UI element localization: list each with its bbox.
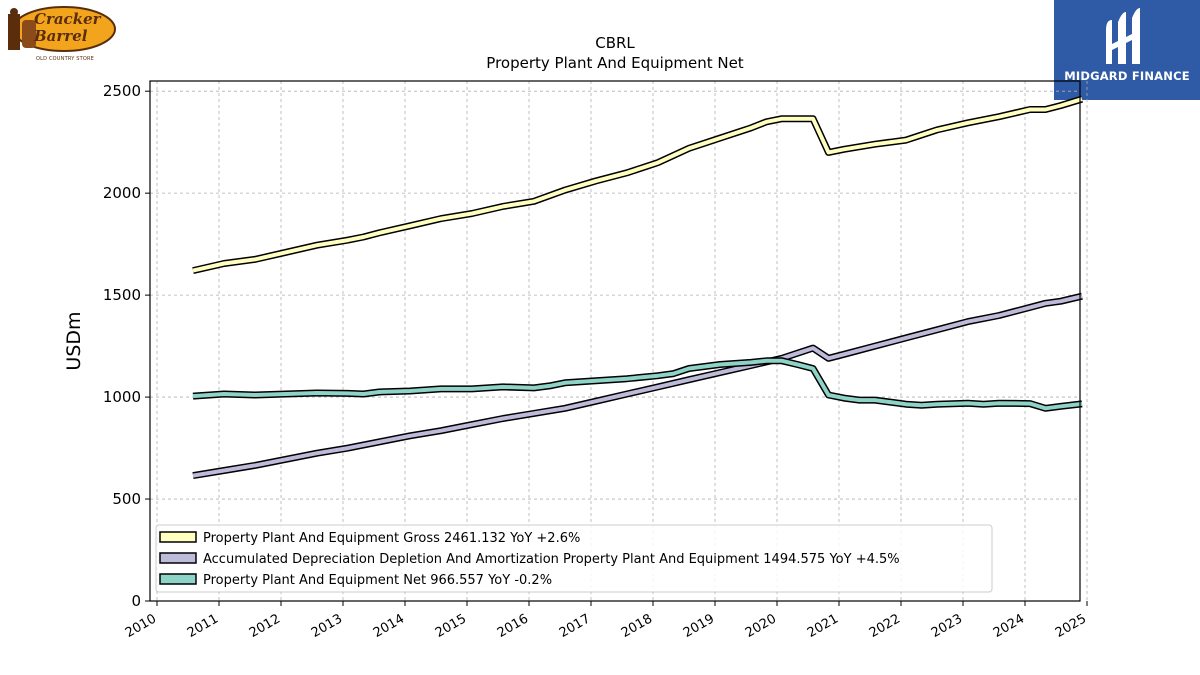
- x-tick-label: 2015: [433, 611, 469, 641]
- series-line-1: [192, 294, 1083, 478]
- legend: Property Plant And Equipment Gross 2461.…: [155, 524, 993, 593]
- x-tick-label: 2021: [805, 611, 841, 641]
- series-line-0: [192, 97, 1083, 273]
- y-tick-label: 2500: [103, 82, 141, 100]
- y-tick-label: 500: [112, 490, 141, 508]
- x-tick-label: 2017: [557, 611, 593, 641]
- x-tick-label: 2014: [371, 611, 407, 641]
- x-tick-label: 2019: [681, 611, 717, 641]
- x-tick-label: 2011: [185, 611, 221, 641]
- y-tick-label: 0: [131, 592, 141, 610]
- x-tick-label: 2013: [309, 611, 345, 641]
- x-tick-label: 2018: [619, 611, 655, 641]
- x-axis-ticks: 2010 2011 2012 2013 2014 2015 2016 2017 2018 2019…: [123, 601, 1089, 641]
- x-tick-label: 2023: [929, 611, 965, 641]
- midgard-finance-wordmark: MIDGARD FINANCE: [1064, 69, 1190, 83]
- cracker-barrel-badge-icon: [8, 6, 116, 52]
- x-tick-label: 2010: [123, 611, 159, 641]
- legend-swatch-0: [159, 531, 197, 543]
- x-tick-label: 2020: [743, 611, 779, 641]
- cracker-barrel-subtitle: OLD COUNTRY STORE: [36, 56, 95, 62]
- x-tick-label: 2022: [867, 611, 903, 641]
- series-outline-2: [192, 357, 1083, 412]
- legend-label-2: Property Plant And Equipment Net 966.557…: [203, 573, 552, 588]
- legend-label-0: Property Plant And Equipment Gross 2461.…: [203, 531, 580, 546]
- y-tick-label: 1500: [103, 286, 141, 304]
- y-axis-ticks: 0 500 1000 1500 2000 2500: [103, 82, 150, 610]
- grid-lines: [150, 81, 1088, 602]
- series-outline-1: [192, 292, 1083, 480]
- cracker-barrel-logo: Cracker Barrel OLD COUNTRY STORE: [4, 4, 116, 64]
- chart-title: CBRL: [595, 34, 635, 52]
- legend-swatch-1: [159, 552, 197, 564]
- x-tick-label: 2012: [247, 611, 283, 641]
- legend-box: [155, 524, 993, 593]
- x-tick-label: 2024: [991, 611, 1027, 641]
- midgard-finance-logo: MIDGARD FINANCE: [1054, 0, 1200, 100]
- midgard-m-icon: [1106, 8, 1140, 64]
- y-tick-label: 1000: [103, 388, 141, 406]
- x-tick-label: 2025: [1053, 611, 1089, 641]
- cracker-barrel-wordmark: Cracker Barrel: [34, 10, 101, 45]
- series-line-2: [192, 358, 1083, 411]
- chart-subtitle: Property Plant And Equipment Net: [486, 54, 743, 72]
- x-tick-label: 2016: [495, 611, 531, 641]
- y-axis-label: USDm: [63, 311, 85, 370]
- series-layer: [192, 95, 1084, 480]
- y-tick-label: 2000: [103, 184, 141, 202]
- legend-swatch-2: [159, 573, 197, 585]
- plot-frame: [149, 80, 1081, 602]
- legend-label-1: Accumulated Depreciation Depletion And A…: [203, 552, 900, 567]
